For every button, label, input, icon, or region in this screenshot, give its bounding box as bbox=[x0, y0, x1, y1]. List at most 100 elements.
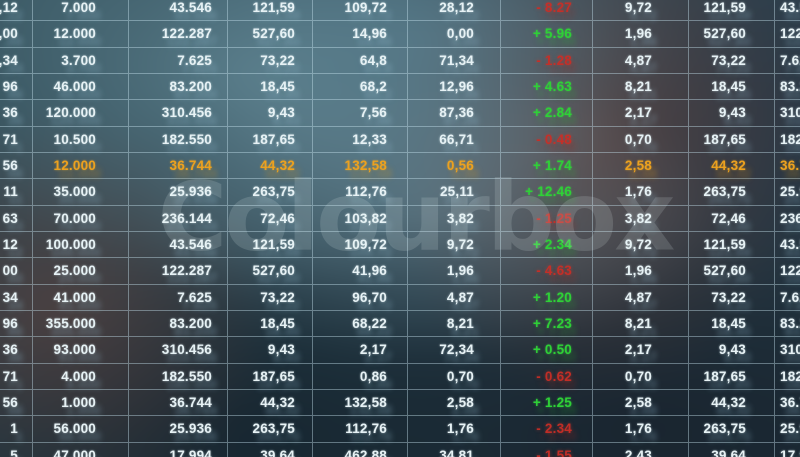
cell-row8-col4: 263,75 bbox=[228, 179, 313, 206]
cell-row7-col10: 36.744 bbox=[775, 153, 800, 180]
cell-row11-col5: 41,96 bbox=[313, 258, 408, 285]
cell-row3-col1: ,34 bbox=[0, 47, 33, 74]
cell-row14-col10: 310.456 bbox=[775, 337, 800, 364]
cell-row14-col4: 9,43 bbox=[228, 337, 313, 364]
cell-row1-col9: 121,59 bbox=[689, 0, 775, 22]
cell-row11-col6: 1,96 bbox=[408, 258, 501, 285]
cell-row2-col3: 122.287 bbox=[129, 21, 228, 48]
cell-row13-col4: 18,45 bbox=[228, 310, 313, 338]
cell-row7-col8: 2,58 bbox=[593, 152, 689, 180]
change-value-row2: + 5.96 bbox=[501, 21, 593, 48]
change-value-row18: - 1.55 bbox=[501, 442, 593, 457]
cell-row9-col1: 63 bbox=[0, 205, 33, 232]
cell-row1-col5: 109,72 bbox=[313, 0, 408, 22]
change-value-row7: + 1.74 bbox=[501, 152, 593, 180]
cell-row18-col6: 34,81 bbox=[408, 442, 501, 457]
cell-row8-col9: 263,75 bbox=[689, 179, 775, 206]
cell-row4-col3: 83.200 bbox=[129, 73, 228, 101]
cell-row13-col10: 83.200 bbox=[775, 311, 800, 338]
cell-row12-col8: 4,87 bbox=[593, 284, 689, 311]
cell-row8-col10: 25.936 bbox=[775, 179, 800, 206]
cell-row9-col8: 3,82 bbox=[593, 205, 689, 232]
cell-row15-col2: 4.000 bbox=[33, 363, 129, 390]
cell-row8-col2: 35.000 bbox=[33, 179, 129, 206]
cell-row15-col10: 182.550 bbox=[775, 364, 800, 390]
change-value-row11: - 4.63 bbox=[501, 258, 593, 285]
cell-row17-col9: 263,75 bbox=[689, 416, 775, 443]
cell-row5-col1: 36 bbox=[0, 100, 33, 127]
cell-row2-col4: 527,60 bbox=[228, 21, 313, 48]
cell-row16-col10: 36.744 bbox=[775, 390, 800, 417]
change-value-row12: + 1.20 bbox=[501, 284, 593, 311]
cell-row8-col8: 1,76 bbox=[593, 179, 689, 206]
cell-row3-col8: 4,87 bbox=[593, 47, 689, 74]
cell-row1-col4: 121,59 bbox=[228, 0, 313, 22]
cell-row2-col2: 12.000 bbox=[33, 21, 129, 48]
change-value-row17: - 2.34 bbox=[501, 416, 593, 443]
cell-row5-col9: 9,43 bbox=[689, 100, 775, 127]
cell-row7-col1: 56 bbox=[0, 152, 33, 180]
cell-row17-col6: 1,76 bbox=[408, 416, 501, 443]
cell-row4-col9: 18,45 bbox=[689, 73, 775, 101]
cell-row7-col9: 44,32 bbox=[689, 152, 775, 180]
cell-row14-col3: 310.456 bbox=[129, 337, 228, 364]
cell-row13-col8: 8,21 bbox=[593, 310, 689, 338]
cell-row17-col10: 25.936 bbox=[775, 416, 800, 443]
cell-row4-col8: 8,21 bbox=[593, 73, 689, 101]
cell-row9-col2: 70.000 bbox=[33, 205, 129, 232]
cell-row5-col5: 7,56 bbox=[313, 100, 408, 127]
cell-row13-col2: 355.000 bbox=[33, 310, 129, 338]
cell-row2-col1: ,00 bbox=[0, 21, 33, 48]
cell-row9-col10: 236.144 bbox=[775, 206, 800, 232]
cell-row15-col4: 187,65 bbox=[228, 363, 313, 390]
cell-row12-col4: 73,22 bbox=[228, 284, 313, 311]
cell-row2-col10: 122.287 bbox=[775, 21, 800, 48]
cell-row16-col2: 1.000 bbox=[33, 389, 129, 417]
change-value-row6: - 0.48 bbox=[501, 126, 593, 153]
cell-row16-col9: 44,32 bbox=[689, 389, 775, 417]
cell-row1-col8: 9,72 bbox=[593, 0, 689, 22]
cell-row10-col3: 43.546 bbox=[129, 231, 228, 259]
cell-row1-col6: 28,12 bbox=[408, 0, 501, 22]
cell-row3-col3: 7.625 bbox=[129, 47, 228, 74]
cell-row12-col10: 7.625 bbox=[775, 285, 800, 311]
cell-row16-col6: 2,58 bbox=[408, 389, 501, 417]
cell-row6-col1: 71 bbox=[0, 126, 33, 153]
cell-row7-col5: 132,58 bbox=[313, 152, 408, 180]
cell-row3-col5: 64,8 bbox=[313, 47, 408, 74]
cell-row5-col4: 9,43 bbox=[228, 100, 313, 127]
cell-row2-col5: 14,96 bbox=[313, 21, 408, 48]
cell-row12-col9: 73,22 bbox=[689, 284, 775, 311]
cell-row12-col3: 7.625 bbox=[129, 284, 228, 311]
cell-row10-col4: 121,59 bbox=[228, 231, 313, 259]
cell-row14-col9: 9,43 bbox=[689, 337, 775, 364]
cell-row4-col2: 46.000 bbox=[33, 73, 129, 101]
cell-row15-col9: 187,65 bbox=[689, 363, 775, 390]
change-value-row15: - 0.62 bbox=[501, 363, 593, 390]
cell-row5-col3: 310.456 bbox=[129, 100, 228, 127]
cell-row7-col2: 12.000 bbox=[33, 152, 129, 180]
change-value-row9: - 1.25 bbox=[501, 205, 593, 232]
cell-row18-col10: 17.994 bbox=[775, 443, 800, 457]
cell-row9-col3: 236.144 bbox=[129, 205, 228, 232]
cell-row18-col3: 17.994 bbox=[129, 442, 228, 457]
cell-row17-col5: 112,76 bbox=[313, 416, 408, 443]
cell-row14-col5: 2,17 bbox=[313, 337, 408, 364]
cell-row3-col2: 3.700 bbox=[33, 47, 129, 74]
cell-row10-col1: 12 bbox=[0, 231, 33, 259]
cell-row9-col5: 103,82 bbox=[313, 205, 408, 232]
cell-row6-col2: 10.500 bbox=[33, 126, 129, 153]
cell-row5-col10: 310.456 bbox=[775, 100, 800, 127]
cell-row16-col1: 56 bbox=[0, 389, 33, 417]
cell-row11-col8: 1,96 bbox=[593, 258, 689, 285]
cell-row18-col2: 47.000 bbox=[33, 442, 129, 457]
cell-row12-col6: 4,87 bbox=[408, 284, 501, 311]
cell-row9-col9: 72,46 bbox=[689, 205, 775, 232]
cell-row17-col2: 56.000 bbox=[33, 416, 129, 443]
cell-row13-col3: 83.200 bbox=[129, 310, 228, 338]
cell-row11-col10: 122.287 bbox=[775, 258, 800, 285]
cell-row8-col6: 25,11 bbox=[408, 179, 501, 206]
